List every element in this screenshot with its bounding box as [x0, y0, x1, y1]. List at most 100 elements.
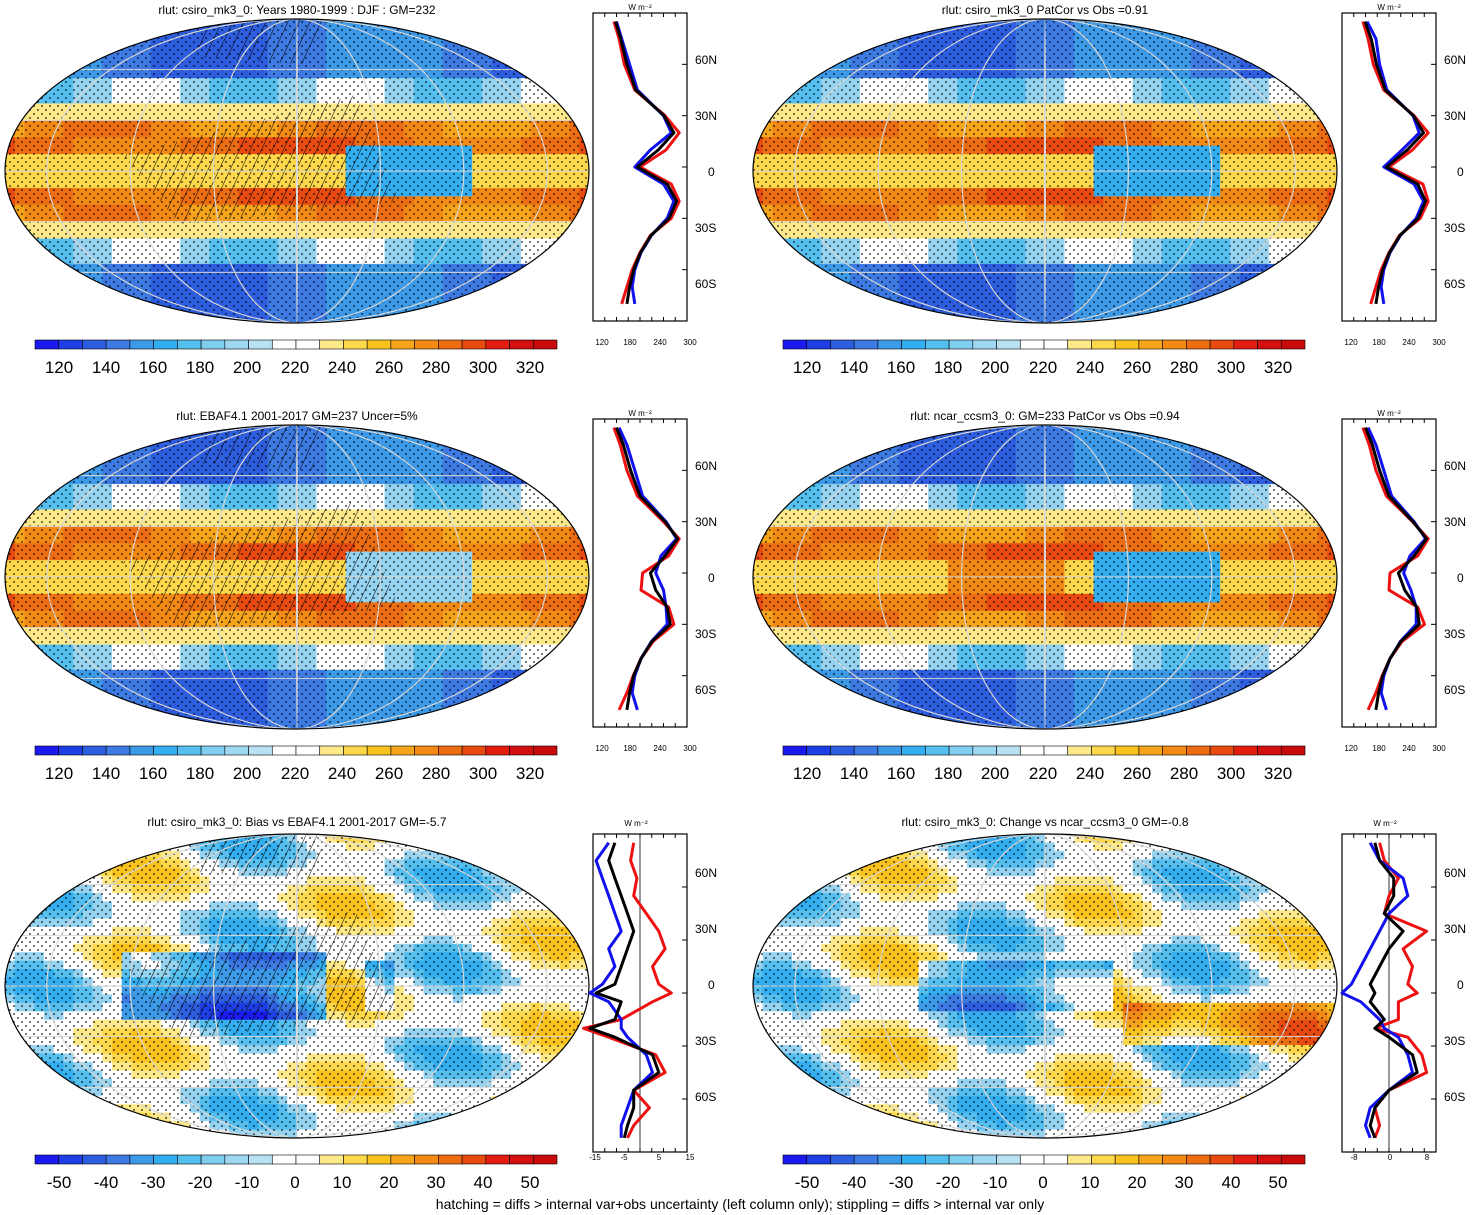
map-cell: [772, 238, 783, 248]
map-cell: [5, 78, 16, 88]
map-cell: [1327, 86, 1337, 96]
map-cell: [53, 314, 64, 323]
map-cell: [24, 475, 35, 485]
map-cell: [14, 492, 25, 502]
map-cell: [34, 27, 45, 37]
map-cell: [811, 297, 822, 307]
map-cell: [801, 263, 812, 273]
map-cell: [559, 52, 571, 62]
map-cell: [840, 19, 851, 28]
map-cell: [791, 19, 803, 28]
map-cell: [53, 425, 64, 434]
map-cell: [1278, 297, 1289, 307]
map-cell: [63, 450, 74, 460]
map-cell: [540, 450, 551, 460]
map-cell: [53, 441, 64, 451]
map-cell: [559, 289, 571, 299]
map-cell: [501, 27, 512, 37]
map-cell: [1317, 314, 1328, 323]
map-cell: [1307, 263, 1319, 273]
map-cell: [821, 19, 832, 28]
map-cell: [1259, 44, 1270, 54]
map-cell: [92, 19, 103, 28]
map-cell: [1210, 314, 1221, 323]
map-cell: [43, 69, 55, 79]
map-cell: [14, 297, 25, 307]
map-cell: [1327, 111, 1337, 121]
map-cell: [1142, 19, 1153, 28]
map-cell: [772, 255, 783, 265]
map-cell: [520, 61, 532, 71]
map-cell: [1288, 61, 1299, 71]
map-cell: [443, 306, 454, 316]
zonal-x-tick: 120: [595, 338, 609, 347]
map-cell: [530, 433, 541, 443]
map-cell: [501, 441, 512, 451]
map-cell: [540, 475, 551, 485]
map-cell: [34, 484, 45, 494]
map-cell: [14, 103, 25, 113]
map-cell: [452, 27, 463, 37]
map-cell: [801, 297, 812, 307]
map-cell: [1327, 255, 1337, 265]
map-cell: [850, 27, 861, 37]
map-cell: [782, 69, 793, 79]
map-cell: [63, 52, 74, 62]
colorbar-cell: [343, 339, 368, 350]
map-cell: [1278, 61, 1289, 71]
map-cell: [579, 78, 589, 88]
map-cell: [1298, 52, 1309, 62]
map-cell: [43, 272, 55, 282]
map-cell: [762, 86, 773, 96]
map-cell: [1220, 314, 1231, 323]
map-cell: [772, 314, 783, 323]
map-cell: [5, 484, 16, 494]
map-cell: [491, 35, 502, 45]
map-cell: [14, 425, 25, 434]
map-cell: [753, 103, 764, 113]
map-cell: [1268, 27, 1280, 37]
map-cell: [530, 297, 541, 307]
map-cell: [753, 306, 764, 316]
map-cell: [550, 44, 561, 54]
map-cell: [1317, 238, 1328, 248]
map-cell: [811, 306, 822, 316]
map-cell: [24, 314, 35, 323]
map-cell: [782, 78, 793, 88]
colorbar-cell: [485, 339, 510, 350]
map-cell: [1220, 19, 1231, 28]
map-cell: [579, 484, 589, 494]
map-cell: [462, 314, 473, 323]
map-cell: [520, 44, 532, 54]
map-cell: [1307, 78, 1319, 88]
map-cell: [462, 19, 473, 28]
map-cell: [579, 255, 589, 265]
map-cell: [530, 306, 541, 316]
map-cell: [559, 272, 571, 282]
map-cell: [1210, 35, 1221, 45]
map-cell: [1307, 255, 1319, 265]
map-cell: [1161, 19, 1173, 28]
map-cell: [43, 19, 55, 28]
map-cell: [899, 19, 910, 28]
map-cell: [782, 289, 793, 299]
map-cell: [840, 306, 851, 316]
map-cell: [821, 289, 832, 299]
map-cell: [14, 78, 25, 88]
map-cell: [63, 19, 74, 28]
map-cell: [14, 35, 25, 45]
map-cell: [121, 425, 133, 434]
map-cell: [501, 314, 512, 323]
map-cell: [1317, 247, 1328, 256]
map-cell: [550, 272, 561, 282]
map-cell: [1200, 27, 1211, 37]
map-cell: [5, 86, 16, 96]
map-cell: [1239, 44, 1250, 54]
map-cell: [501, 52, 512, 62]
map-cell: [141, 425, 152, 434]
map-cell: [462, 35, 473, 45]
map-cell: [1191, 314, 1202, 323]
map-cell: [840, 27, 851, 37]
map-cell: [559, 450, 571, 460]
map-cell: [53, 433, 64, 443]
